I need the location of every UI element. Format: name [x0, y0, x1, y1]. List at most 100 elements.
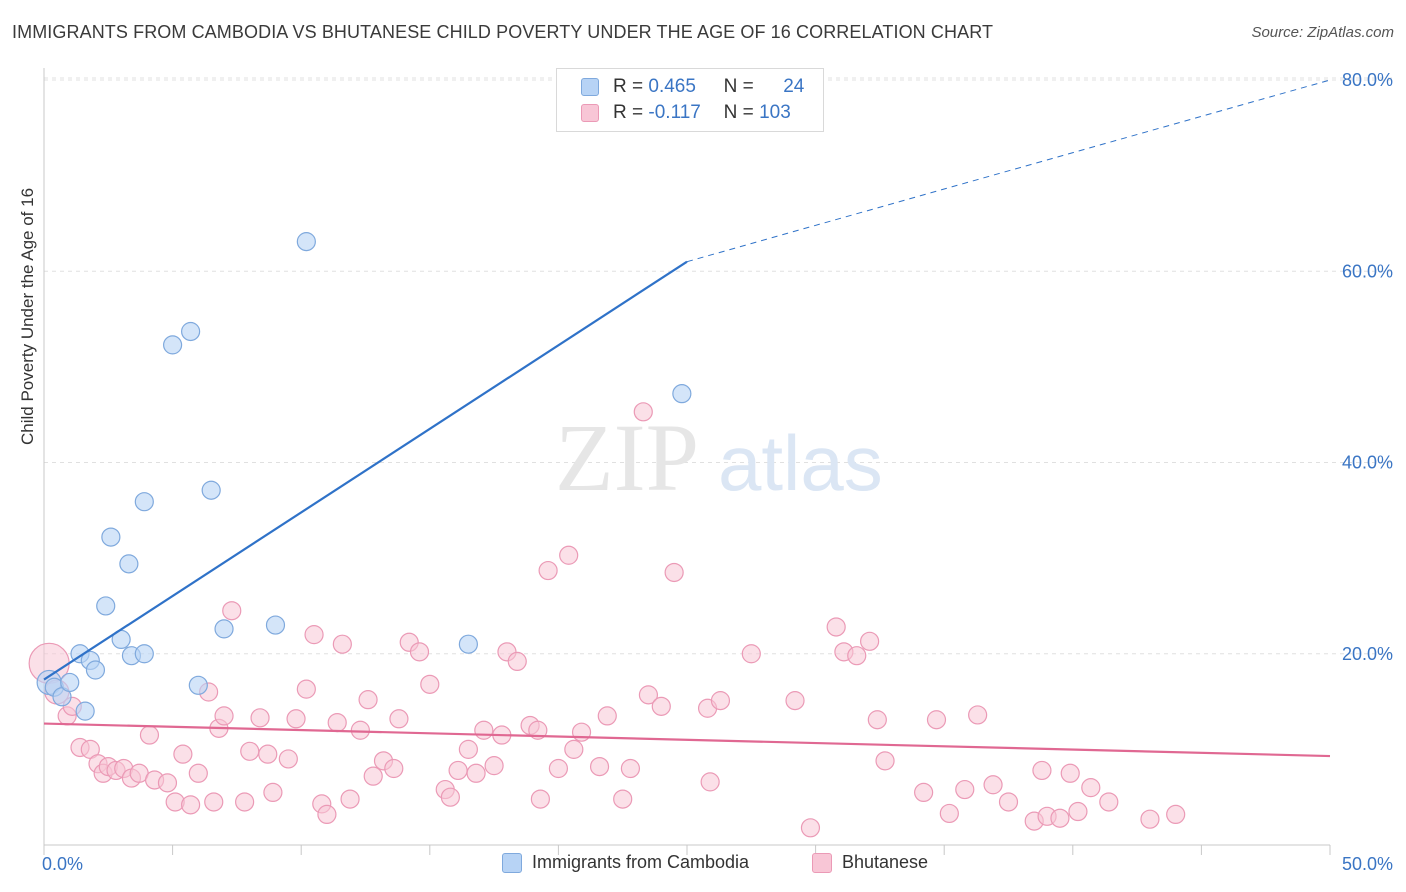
y-tick-label: 40.0%: [1342, 453, 1393, 473]
bhutanese-point: [564, 739, 584, 759]
bhutanese-point: [559, 545, 579, 565]
bhutanese-point: [613, 789, 633, 809]
trend-lines: [43, 79, 1331, 758]
bhutanese-point: [1099, 792, 1119, 812]
bhutanese-point: [633, 402, 653, 422]
bhutanese-point: [250, 708, 270, 728]
bhutanese-point: [181, 795, 201, 815]
bhutanese-point: [327, 712, 347, 733]
y-tick-label: 60.0%: [1342, 261, 1393, 281]
bhutanese-point: [448, 760, 468, 781]
legend-r-value: 0.465: [648, 76, 696, 97]
bhutanese-point: [700, 772, 720, 792]
legend-n-label: N =: [723, 76, 754, 97]
legend-label-cambodia: Immigrants from Cambodia: [532, 852, 750, 872]
bhutanese-point: [785, 691, 805, 711]
cambodia-point: [296, 232, 316, 252]
legend-item-bhutanese[interactable]: Bhutanese: [812, 852, 928, 873]
bhutanese-point: [204, 792, 224, 812]
watermark: ZIP atlas: [555, 404, 883, 511]
bhutanese-point: [589, 756, 610, 777]
bhutanese-point: [340, 789, 360, 809]
axes: [43, 68, 1331, 855]
watermark-atlas: atlas: [718, 419, 883, 507]
bhutanese-point: [1068, 801, 1088, 822]
cambodia-point: [60, 672, 80, 693]
bhutanese-point: [384, 758, 404, 779]
trend-line-cambodia-extension: [686, 79, 1331, 263]
series-cambodia-points: [36, 232, 692, 721]
bhutanese-point: [173, 744, 193, 764]
bhutanese-point: [222, 601, 242, 621]
bhutanese-point: [548, 758, 569, 779]
cambodia-point: [163, 335, 183, 355]
cambodia-point: [458, 634, 478, 654]
bhutanese-point: [800, 818, 821, 838]
legend-r-label: R =: [613, 76, 644, 97]
bhutanese-point: [571, 722, 592, 742]
cambodia-point: [119, 554, 139, 574]
bhutanese-point: [188, 763, 208, 783]
bhutanese-point: [363, 766, 383, 786]
bhutanese-point: [263, 782, 283, 803]
bhutanese-point: [1060, 763, 1080, 783]
legend-row-cambodia: R = 0.465 N = 24: [581, 75, 804, 99]
bhutanese-point: [278, 749, 298, 769]
correlation-legend: R = 0.465 N = 24 R = -0.117 N = 103: [556, 68, 824, 132]
bhutanese-point: [1166, 804, 1186, 825]
x-tick-label: 50.0%: [1342, 854, 1393, 874]
bhutanese-point: [157, 773, 178, 793]
bhutanese-point: [538, 560, 558, 581]
bhutanese-point: [474, 720, 494, 740]
bhutanese-point: [296, 679, 316, 699]
bhutanese-point: [317, 804, 337, 825]
legend-row-bhutanese: R = -0.117 N = 103: [581, 101, 799, 125]
bhutanese-point: [1081, 778, 1101, 798]
bhutanese-point: [332, 634, 352, 654]
bhutanese-point: [240, 741, 260, 761]
bhutanese-point: [955, 779, 975, 800]
bhutanese-point: [420, 674, 440, 694]
bhutanese-point: [867, 710, 887, 730]
bhutanese-point: [741, 644, 761, 664]
gridlines: [44, 77, 1392, 655]
bhutanese-point: [235, 792, 255, 812]
series-legend: Immigrants from Cambodia Bhutanese: [0, 852, 1406, 878]
trend-line-bhutanese: [43, 722, 1331, 758]
bhutanese-point: [875, 751, 895, 771]
legend-r-label: R =: [613, 102, 644, 123]
source-label: Source: ZipAtlas.com: [1251, 24, 1394, 41]
bhutanese-point: [458, 739, 478, 759]
bhutanese-point: [528, 720, 548, 740]
bhutanese-point: [847, 646, 867, 666]
cambodia-point: [85, 660, 106, 680]
cambodia-point: [214, 619, 234, 639]
legend-label-bhutanese: Bhutanese: [842, 852, 929, 872]
legend-n-value: 103: [759, 102, 791, 123]
bhutanese-point: [983, 775, 1003, 795]
bhutanese-point: [664, 562, 684, 583]
bhutanese-point: [638, 685, 659, 705]
bhutanese-point: [258, 744, 278, 764]
cambodia-point: [101, 527, 121, 547]
y-axis-label: Child Poverty Under the Age of 16: [18, 187, 37, 445]
bhutanese-point: [409, 642, 430, 662]
bhutanese-point: [389, 709, 409, 729]
bhutanese-point: [350, 720, 370, 740]
bhutanese-point: [507, 651, 527, 672]
cambodia-point: [672, 384, 692, 404]
cambodia-point: [188, 675, 208, 695]
bhutanese-point: [939, 803, 959, 824]
bhutanese-point: [530, 789, 550, 809]
legend-item-cambodia[interactable]: Immigrants from Cambodia: [502, 852, 749, 873]
bhutanese-point: [620, 758, 641, 779]
bhutanese-point: [651, 696, 671, 716]
trend-line-cambodia: [43, 260, 688, 681]
bhutanese-point: [710, 691, 731, 711]
y-tick-label: 20.0%: [1342, 644, 1393, 664]
legend-r-value: -0.117: [648, 102, 701, 123]
cambodia-point: [201, 480, 221, 500]
bhutanese-point: [860, 631, 880, 651]
cambodia-point: [134, 644, 154, 664]
